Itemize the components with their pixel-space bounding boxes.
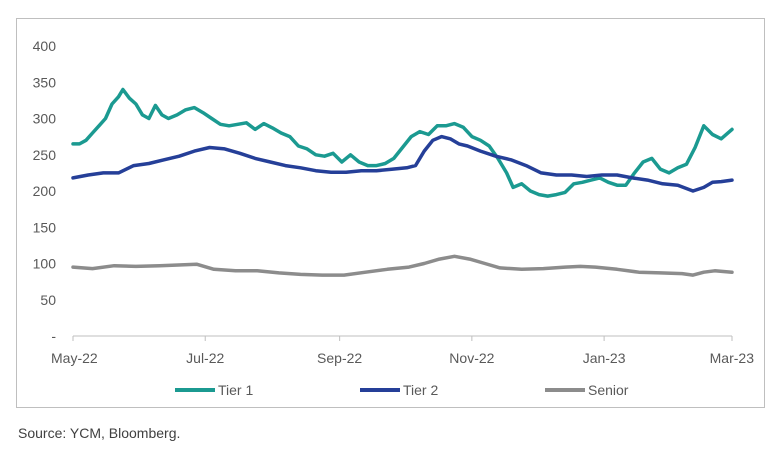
legend-label-senior: Senior: [588, 382, 629, 398]
y-tick-label: 400: [33, 38, 57, 54]
x-tick-label: Jan-23: [583, 350, 626, 366]
y-tick-label: 100: [33, 256, 57, 272]
series-line-tier-1: [71, 87, 734, 198]
y-tick-label: 350: [33, 74, 57, 90]
series-line-senior: [71, 254, 734, 277]
x-axis: May-22 Jul-22 Sep-22 Nov-22 Jan-23 Mar-23: [51, 336, 754, 366]
x-tick-label: Nov-22: [449, 350, 494, 366]
y-tick-label: -: [51, 328, 56, 344]
legend-label-tier-2: Tier 2: [403, 382, 438, 398]
x-tick-label: Sep-22: [317, 350, 362, 366]
series-layer: [71, 87, 734, 277]
y-tick-label: 50: [40, 292, 56, 308]
y-tick-label: 250: [33, 147, 57, 163]
y-tick-label: 150: [33, 219, 57, 235]
y-tick-label: 200: [33, 183, 57, 199]
y-axis: - 50 100 150 200 250 300 350 400: [33, 38, 732, 344]
series-line-tier-2: [71, 134, 734, 193]
x-tick-label: Mar-23: [710, 350, 755, 366]
x-tick-label: May-22: [51, 350, 98, 366]
y-tick-label: 300: [33, 111, 57, 127]
chart-frame: [16, 18, 765, 408]
x-tick-label: Jul-22: [186, 350, 224, 366]
source-note: Source: YCM, Bloomberg.: [18, 425, 181, 441]
legend-label-tier-1: Tier 1: [218, 382, 253, 398]
legend: Tier 1 Tier 2 Senior: [175, 382, 629, 398]
